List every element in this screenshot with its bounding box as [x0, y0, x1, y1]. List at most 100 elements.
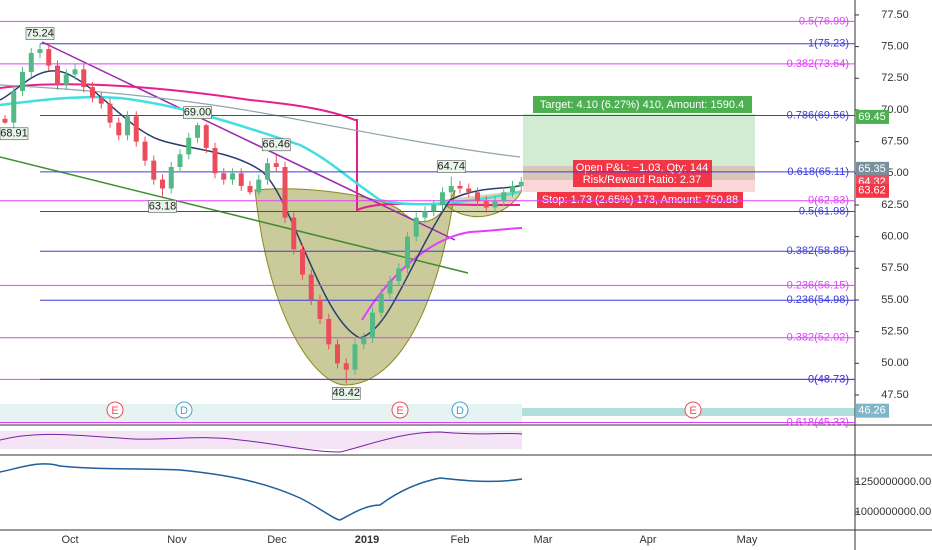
candle-body [230, 173, 235, 180]
candle-body [448, 185, 454, 193]
candle-body [335, 344, 340, 364]
candle-body [475, 192, 480, 202]
candle-body [387, 280, 393, 294]
fib-label: 0.382(58.85) [787, 245, 849, 257]
candle-body [116, 122, 122, 136]
candle-body [46, 49, 52, 66]
stop-box [537, 192, 743, 208]
price-tag-label: 65.35 [858, 163, 886, 175]
x-tick-label: 2019 [355, 534, 379, 546]
candle-body [457, 185, 463, 189]
candle-body [352, 344, 358, 370]
event-marker [106, 401, 124, 419]
candle-body [20, 71, 25, 91]
price-tag [856, 161, 889, 176]
event-marker [451, 401, 469, 419]
annotation-box [0, 127, 29, 141]
fib-label: 1(75.23) [808, 38, 849, 50]
candle-body [317, 299, 323, 319]
x-tick-label: Oct [61, 534, 78, 546]
y-tick-label: 72.50 [881, 72, 909, 84]
y-tick-label: 1250000000.00 [855, 476, 931, 488]
candle-body [37, 49, 43, 53]
fib-label: 0.5(61.98) [799, 205, 849, 217]
y-tick-label: 62.50 [881, 199, 909, 211]
candle-body [256, 179, 262, 193]
fib-label: 0(62.83) [808, 195, 849, 207]
annotation-label: 64.74 [437, 160, 465, 172]
candle-body [440, 192, 445, 205]
event-label: E [396, 405, 403, 417]
moving-average [0, 84, 521, 158]
price-tag [856, 109, 889, 124]
trendline [0, 156, 469, 274]
candle-body [247, 185, 253, 193]
annotation-box [261, 138, 291, 152]
annotation-label: 69.00 [184, 107, 212, 119]
annotation-label: 68.91 [0, 128, 28, 140]
y-tick-label: 57.50 [881, 262, 909, 274]
candle-body [160, 179, 165, 189]
candle-body [431, 204, 437, 212]
volume-area [0, 404, 522, 424]
y-tick-label: 67.50 [881, 136, 909, 148]
candle-body [107, 103, 113, 123]
candle-body [186, 137, 192, 155]
annotation-box [436, 160, 466, 173]
pnl-box [573, 160, 712, 187]
candle-body [378, 293, 384, 313]
candle-body [177, 154, 183, 167]
fib-label: 0.382(73.64) [787, 58, 849, 70]
moving-average [0, 95, 521, 206]
candle-body [483, 201, 489, 208]
ratio-text: Risk/Reward Ratio: 2.37 [583, 174, 702, 186]
fib-label: 0.5(76.99) [799, 15, 849, 27]
candle-body [422, 211, 428, 218]
y-tick-label: 52.50 [881, 326, 909, 338]
y-tick-label: 77.50 [881, 9, 909, 21]
target-text: Target: 4.10 (6.27%) 410, Amount: 1590.4 [540, 99, 744, 111]
fib-label: 0.236(56.15) [787, 279, 849, 291]
candle-body [238, 173, 244, 186]
x-tick-label: Mar [534, 534, 553, 546]
event-marker [391, 401, 409, 419]
event-marker [684, 401, 702, 419]
candle-body [343, 363, 349, 370]
price-tag [856, 183, 889, 198]
event-label: E [689, 405, 696, 417]
x-tick-label: Dec [267, 534, 287, 546]
fib-label: 0.786(69.56) [787, 109, 849, 121]
indicator-line [0, 463, 523, 521]
candle-body [212, 147, 218, 174]
candle-body [370, 312, 375, 338]
candle-body [28, 52, 34, 72]
price-tag-label: 63.62 [858, 185, 886, 197]
fib-label: 0.618(65.11) [787, 166, 849, 178]
candle-body [326, 318, 332, 345]
y-tick-label: 60.00 [881, 231, 909, 243]
price-tag [856, 403, 889, 418]
x-tick-label: Feb [451, 534, 470, 546]
price-tag-label: 69.45 [858, 111, 886, 123]
y-tick-label: 47.50 [881, 389, 909, 401]
annotation-label: 48.42 [332, 387, 360, 399]
event-label: E [111, 405, 118, 417]
pnl-text: Open P&L: −1.03, Qty: 144 [576, 162, 708, 174]
x-tick-label: May [737, 534, 758, 546]
target-box [533, 96, 752, 113]
candle-body [195, 125, 200, 138]
annotation-box [148, 200, 177, 213]
candle-body [405, 236, 410, 269]
trendline [41, 41, 456, 241]
candle-body [282, 166, 288, 218]
candle-body [273, 163, 279, 167]
candle-body [2, 118, 8, 123]
x-tick-label: Nov [167, 534, 187, 546]
event-marker [175, 401, 193, 419]
candle-body [90, 87, 95, 98]
candle-body [300, 249, 305, 275]
event-label: D [456, 405, 464, 417]
candle-body [98, 97, 104, 104]
x-tick-label: Apr [639, 534, 656, 546]
